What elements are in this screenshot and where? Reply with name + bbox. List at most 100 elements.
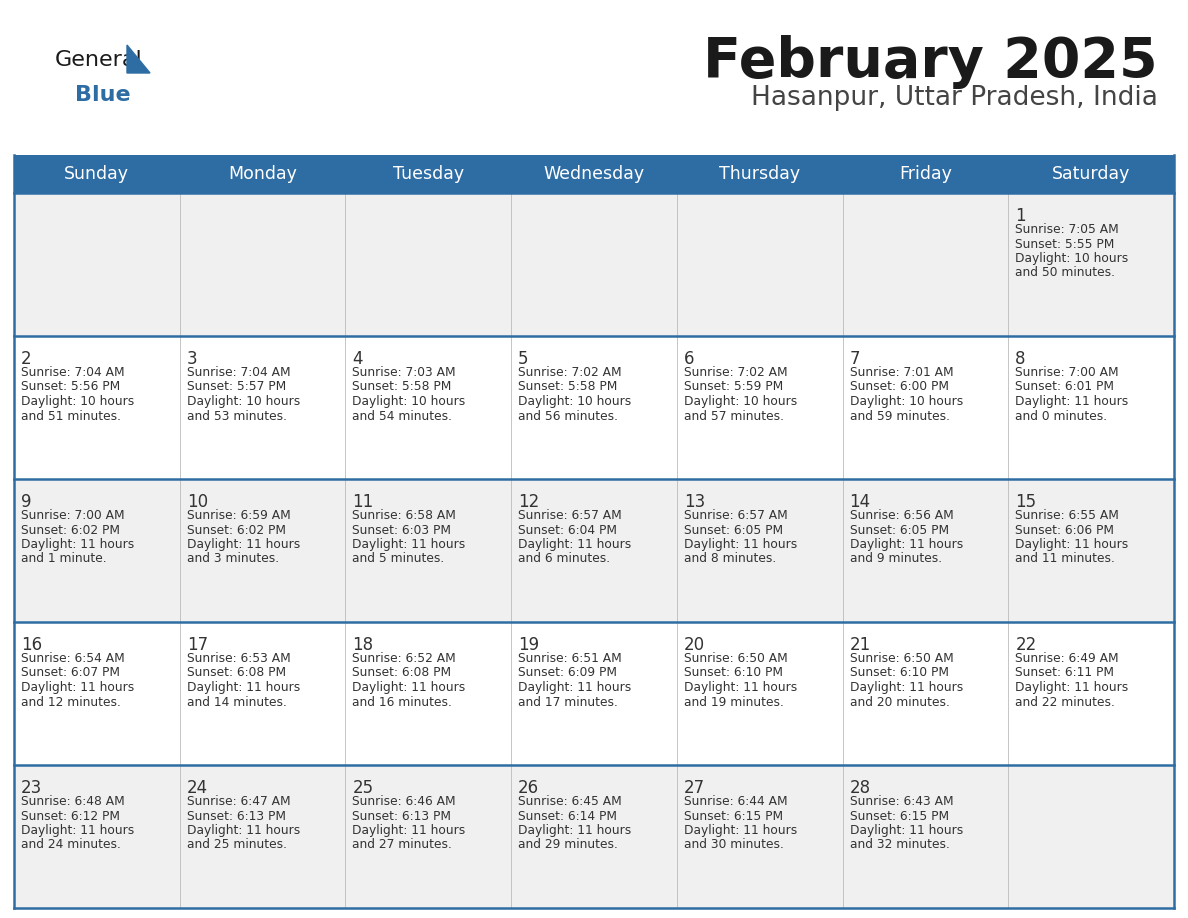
Text: Monday: Monday <box>228 165 297 183</box>
Text: and 59 minutes.: and 59 minutes. <box>849 409 949 422</box>
Text: 5: 5 <box>518 350 529 368</box>
Text: February 2025: February 2025 <box>703 35 1158 89</box>
Text: Daylight: 11 hours: Daylight: 11 hours <box>353 681 466 694</box>
Text: Sunset: 6:02 PM: Sunset: 6:02 PM <box>187 523 286 536</box>
Text: and 1 minute.: and 1 minute. <box>21 553 107 565</box>
Text: 16: 16 <box>21 636 42 654</box>
Bar <box>14 622 1174 765</box>
Text: Daylight: 11 hours: Daylight: 11 hours <box>518 681 631 694</box>
Text: Sunrise: 7:02 AM: Sunrise: 7:02 AM <box>684 366 788 379</box>
Text: and 11 minutes.: and 11 minutes. <box>1016 553 1116 565</box>
Text: Sunrise: 7:00 AM: Sunrise: 7:00 AM <box>1016 366 1119 379</box>
Text: Sunrise: 6:49 AM: Sunrise: 6:49 AM <box>1016 652 1119 665</box>
Text: Wednesday: Wednesday <box>543 165 645 183</box>
Text: Sunrise: 6:58 AM: Sunrise: 6:58 AM <box>353 509 456 522</box>
Text: 24: 24 <box>187 779 208 797</box>
Text: Sunrise: 6:53 AM: Sunrise: 6:53 AM <box>187 652 290 665</box>
Text: Sunrise: 6:48 AM: Sunrise: 6:48 AM <box>21 795 125 808</box>
Text: Sunrise: 6:57 AM: Sunrise: 6:57 AM <box>684 509 788 522</box>
Text: Sunset: 6:01 PM: Sunset: 6:01 PM <box>1016 380 1114 394</box>
Text: Daylight: 11 hours: Daylight: 11 hours <box>353 824 466 837</box>
Text: Sunrise: 7:00 AM: Sunrise: 7:00 AM <box>21 509 125 522</box>
Text: Sunset: 6:11 PM: Sunset: 6:11 PM <box>1016 666 1114 679</box>
Text: and 20 minutes.: and 20 minutes. <box>849 696 949 709</box>
Text: Daylight: 10 hours: Daylight: 10 hours <box>684 395 797 408</box>
Text: Blue: Blue <box>75 85 131 105</box>
Text: 18: 18 <box>353 636 373 654</box>
Text: and 29 minutes.: and 29 minutes. <box>518 838 618 852</box>
Text: 21: 21 <box>849 636 871 654</box>
Text: 3: 3 <box>187 350 197 368</box>
Text: Daylight: 10 hours: Daylight: 10 hours <box>518 395 631 408</box>
Text: Sunrise: 7:02 AM: Sunrise: 7:02 AM <box>518 366 621 379</box>
Text: and 0 minutes.: and 0 minutes. <box>1016 409 1107 422</box>
Text: 4: 4 <box>353 350 362 368</box>
Polygon shape <box>127 45 150 73</box>
Text: and 9 minutes.: and 9 minutes. <box>849 553 942 565</box>
Text: Daylight: 11 hours: Daylight: 11 hours <box>684 824 797 837</box>
Text: Sunrise: 7:04 AM: Sunrise: 7:04 AM <box>21 366 125 379</box>
Text: and 8 minutes.: and 8 minutes. <box>684 553 776 565</box>
Text: Sunrise: 7:03 AM: Sunrise: 7:03 AM <box>353 366 456 379</box>
Text: Sunset: 6:13 PM: Sunset: 6:13 PM <box>187 810 286 823</box>
Text: 28: 28 <box>849 779 871 797</box>
Text: Sunset: 6:05 PM: Sunset: 6:05 PM <box>849 523 949 536</box>
Text: Sunrise: 6:57 AM: Sunrise: 6:57 AM <box>518 509 621 522</box>
Text: Daylight: 11 hours: Daylight: 11 hours <box>684 681 797 694</box>
Text: Sunrise: 6:46 AM: Sunrise: 6:46 AM <box>353 795 456 808</box>
Text: Sunset: 6:15 PM: Sunset: 6:15 PM <box>684 810 783 823</box>
Text: and 50 minutes.: and 50 minutes. <box>1016 266 1116 279</box>
Text: Daylight: 11 hours: Daylight: 11 hours <box>518 824 631 837</box>
Text: Sunset: 6:12 PM: Sunset: 6:12 PM <box>21 810 120 823</box>
Text: Daylight: 11 hours: Daylight: 11 hours <box>849 681 962 694</box>
Text: and 14 minutes.: and 14 minutes. <box>187 696 286 709</box>
Text: 26: 26 <box>518 779 539 797</box>
Text: Sunrise: 6:47 AM: Sunrise: 6:47 AM <box>187 795 290 808</box>
Text: Sunset: 6:15 PM: Sunset: 6:15 PM <box>849 810 949 823</box>
Text: Sunrise: 6:52 AM: Sunrise: 6:52 AM <box>353 652 456 665</box>
Text: 11: 11 <box>353 493 374 511</box>
Text: 22: 22 <box>1016 636 1037 654</box>
Text: 23: 23 <box>21 779 43 797</box>
Text: and 27 minutes.: and 27 minutes. <box>353 838 453 852</box>
Text: and 12 minutes.: and 12 minutes. <box>21 696 121 709</box>
Text: Daylight: 11 hours: Daylight: 11 hours <box>518 538 631 551</box>
Text: Daylight: 11 hours: Daylight: 11 hours <box>187 824 299 837</box>
Text: Sunrise: 6:51 AM: Sunrise: 6:51 AM <box>518 652 621 665</box>
Text: Daylight: 10 hours: Daylight: 10 hours <box>187 395 299 408</box>
Text: Saturday: Saturday <box>1051 165 1130 183</box>
Text: Sunset: 5:58 PM: Sunset: 5:58 PM <box>353 380 451 394</box>
Text: Daylight: 11 hours: Daylight: 11 hours <box>353 538 466 551</box>
Text: Sunday: Sunday <box>64 165 129 183</box>
Bar <box>14 336 1174 479</box>
Text: Daylight: 11 hours: Daylight: 11 hours <box>21 824 134 837</box>
Text: Sunset: 6:07 PM: Sunset: 6:07 PM <box>21 666 120 679</box>
Text: Sunset: 6:04 PM: Sunset: 6:04 PM <box>518 523 617 536</box>
Text: 25: 25 <box>353 779 373 797</box>
Text: Sunset: 6:00 PM: Sunset: 6:00 PM <box>849 380 948 394</box>
Text: 8: 8 <box>1016 350 1025 368</box>
Text: Sunrise: 7:01 AM: Sunrise: 7:01 AM <box>849 366 953 379</box>
Text: Daylight: 10 hours: Daylight: 10 hours <box>849 395 962 408</box>
Bar <box>14 765 1174 908</box>
Text: Daylight: 11 hours: Daylight: 11 hours <box>21 538 134 551</box>
Text: and 3 minutes.: and 3 minutes. <box>187 553 279 565</box>
Text: Sunrise: 6:45 AM: Sunrise: 6:45 AM <box>518 795 621 808</box>
Bar <box>14 479 1174 622</box>
Text: Sunrise: 6:50 AM: Sunrise: 6:50 AM <box>684 652 788 665</box>
Text: 1: 1 <box>1016 207 1026 225</box>
Text: and 51 minutes.: and 51 minutes. <box>21 409 121 422</box>
Text: Sunset: 6:08 PM: Sunset: 6:08 PM <box>187 666 286 679</box>
Text: Sunrise: 6:44 AM: Sunrise: 6:44 AM <box>684 795 788 808</box>
Text: and 30 minutes.: and 30 minutes. <box>684 838 784 852</box>
Text: Sunrise: 7:05 AM: Sunrise: 7:05 AM <box>1016 223 1119 236</box>
Text: and 56 minutes.: and 56 minutes. <box>518 409 618 422</box>
Text: and 6 minutes.: and 6 minutes. <box>518 553 611 565</box>
Bar <box>14 193 1174 336</box>
Text: 17: 17 <box>187 636 208 654</box>
Text: Tuesday: Tuesday <box>393 165 463 183</box>
Text: Sunset: 6:13 PM: Sunset: 6:13 PM <box>353 810 451 823</box>
Text: 9: 9 <box>21 493 32 511</box>
Text: Sunset: 6:05 PM: Sunset: 6:05 PM <box>684 523 783 536</box>
Text: Daylight: 11 hours: Daylight: 11 hours <box>21 681 134 694</box>
